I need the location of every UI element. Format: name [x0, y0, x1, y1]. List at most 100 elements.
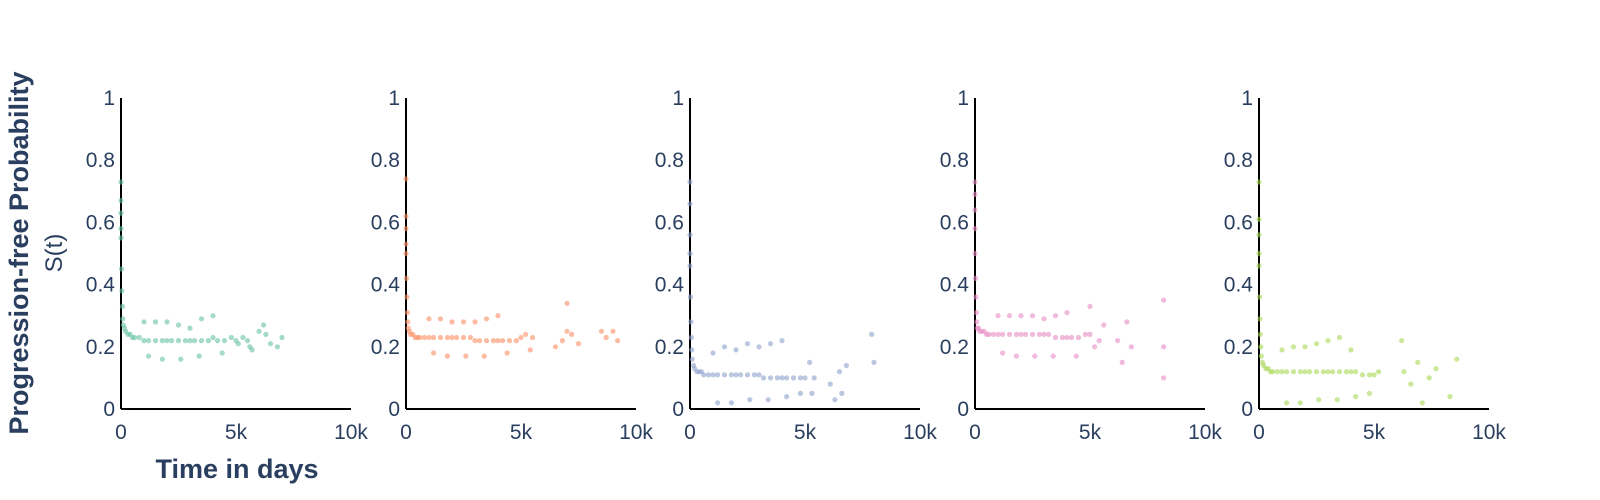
data-point: [1284, 369, 1290, 375]
data-point: [403, 213, 409, 219]
x-axis-title: Time in days: [155, 454, 318, 484]
data-point: [196, 353, 202, 359]
data-point: [132, 334, 138, 341]
data-point: [688, 319, 694, 325]
y-tick-label: 0: [672, 398, 684, 421]
data-point: [603, 334, 609, 341]
data-point: [152, 338, 159, 344]
data-point: [1124, 319, 1130, 325]
data-point: [972, 191, 978, 197]
data-point: [1046, 331, 1052, 337]
y-tick-label: 0.4: [940, 274, 970, 297]
data-point: [175, 322, 182, 328]
data-point: [426, 316, 432, 322]
data-point: [779, 338, 785, 344]
data-point: [404, 294, 410, 300]
data-point: [500, 338, 506, 344]
data-point: [974, 319, 980, 325]
data-point: [1401, 369, 1407, 375]
data-point: [1257, 316, 1263, 322]
data-point: [1290, 344, 1297, 350]
data-point: [1454, 356, 1460, 362]
data-point: [483, 338, 490, 344]
data-point: [552, 344, 559, 350]
data-point: [797, 390, 804, 396]
data-point: [437, 316, 444, 322]
data-point: [995, 331, 1001, 337]
data-point: [198, 338, 205, 344]
data-point: [1419, 400, 1425, 406]
data-point: [256, 328, 262, 334]
data-point: [1359, 372, 1366, 378]
data-point: [1052, 334, 1059, 341]
subplot-5: 0 0.2 0.4 0.6 0.8 1 0 5k 10k: [1224, 87, 1507, 444]
data-point: [871, 359, 877, 365]
data-point: [972, 207, 978, 213]
subplot-1: 0 0.2 0.4 0.6 0.8 1 0 5k 10k: [86, 87, 369, 444]
data-point: [1316, 397, 1322, 403]
data-point: [219, 350, 225, 356]
data-point: [779, 375, 785, 381]
y-tick-label: 0.2: [655, 336, 684, 359]
data-point: [403, 226, 409, 232]
y-tick-label: 0.8: [371, 149, 400, 172]
y-tick-label: 0.8: [940, 149, 969, 172]
y-tick-label: 0.6: [655, 211, 684, 234]
data-point: [247, 344, 253, 350]
data-point: [1313, 341, 1320, 347]
data-point: [1256, 294, 1263, 300]
data-point: [1353, 394, 1359, 400]
data-point: [1330, 369, 1336, 375]
data-point: [784, 375, 790, 381]
data-point: [1161, 375, 1167, 381]
y-tick-label: 0.6: [1224, 211, 1253, 234]
data-point: [210, 334, 216, 341]
y-tick-label: 0.6: [371, 211, 400, 234]
data-point: [575, 341, 582, 347]
data-point: [1336, 369, 1343, 375]
data-point: [481, 353, 487, 359]
data-point: [141, 319, 147, 325]
data-point: [164, 338, 170, 344]
data-point: [1399, 338, 1405, 344]
data-point: [175, 338, 182, 344]
data-point: [728, 372, 735, 378]
data-point: [1018, 331, 1024, 337]
data-point: [1115, 338, 1121, 344]
data-point: [141, 338, 147, 344]
data-point: [1000, 331, 1006, 337]
data-point: [240, 334, 246, 341]
data-point: [444, 334, 450, 341]
data-point: [687, 250, 693, 257]
data-point: [972, 250, 978, 257]
data-point: [1023, 331, 1029, 337]
data-point: [261, 322, 267, 328]
data-point: [120, 316, 126, 322]
x-tick-label: 5k: [794, 421, 817, 444]
data-point: [1297, 369, 1303, 375]
data-point: [1013, 331, 1020, 337]
data-point: [118, 235, 124, 241]
data-point: [687, 179, 693, 185]
data-point: [733, 347, 739, 353]
data-point: [1000, 350, 1006, 356]
data-point: [1325, 369, 1331, 375]
x-tick-label: 5k: [225, 421, 248, 444]
data-point: [1274, 369, 1280, 375]
data-point: [454, 334, 460, 341]
data-point: [973, 310, 980, 316]
data-point: [1006, 331, 1013, 337]
data-point: [747, 397, 753, 403]
data-point: [1256, 232, 1262, 238]
data-point: [784, 394, 790, 400]
data-point: [431, 334, 437, 341]
data-point: [1257, 331, 1263, 337]
data-point: [767, 341, 774, 347]
y-tick-label: 0.2: [371, 336, 400, 359]
data-point: [267, 341, 274, 347]
data-point: [797, 375, 804, 381]
data-point: [715, 400, 721, 406]
data-point: [705, 372, 712, 378]
data-point: [738, 372, 744, 378]
data-point: [404, 310, 410, 316]
